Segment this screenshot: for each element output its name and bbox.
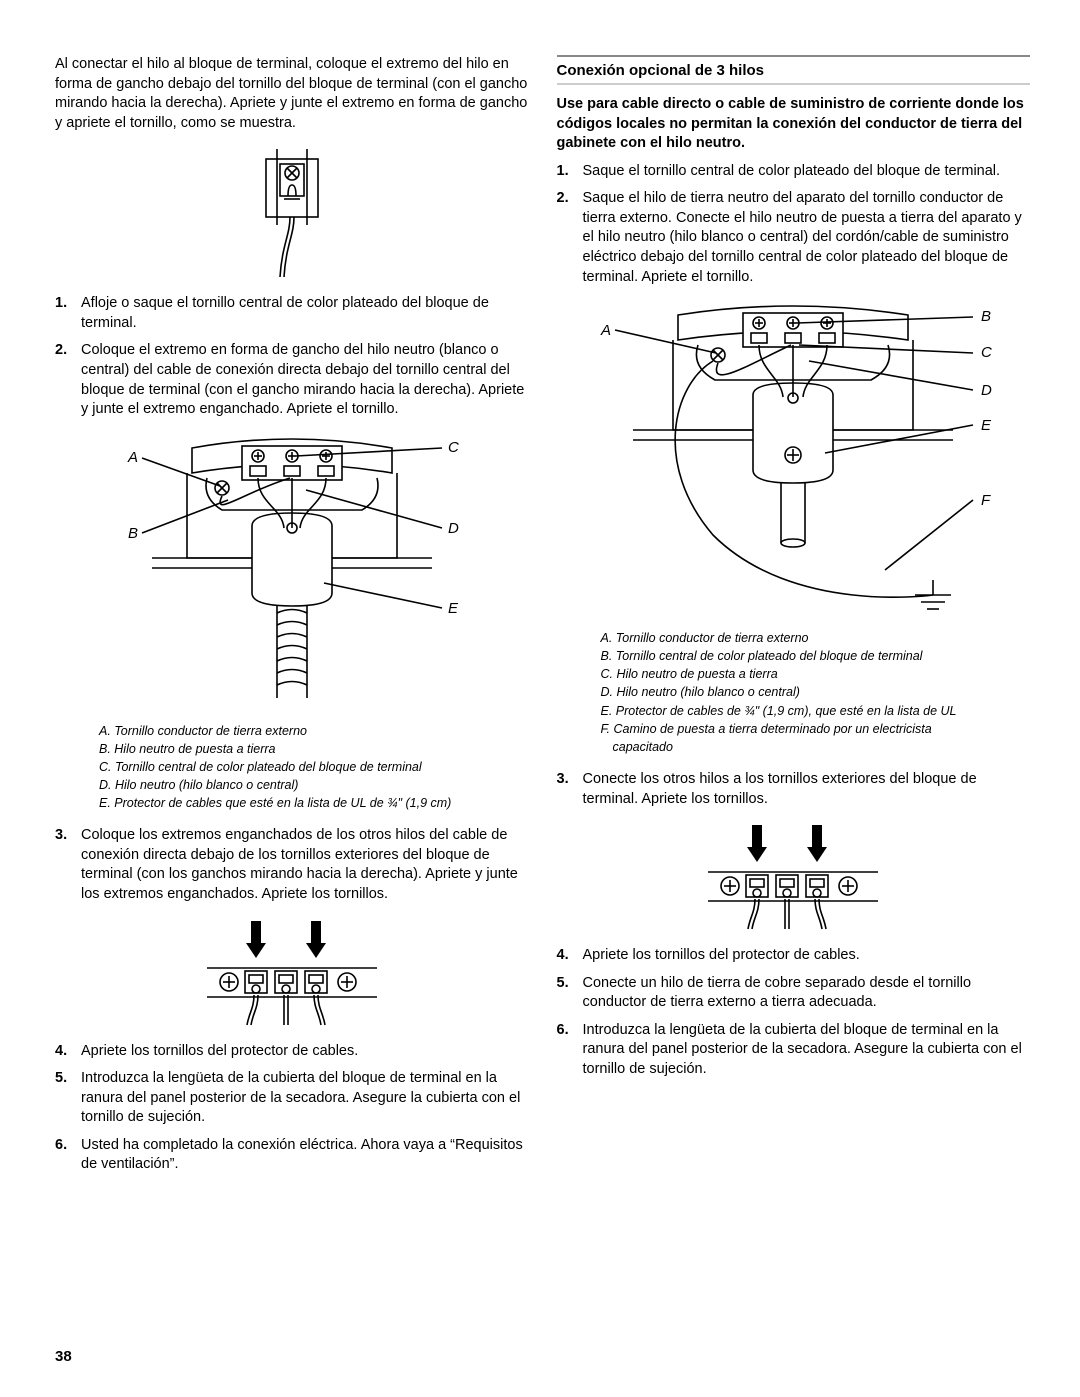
- left-legend-e: E. Protector de cables que esté en la li…: [99, 794, 529, 812]
- left-steps-1-2: Afloje o saque el tornillo central de co…: [55, 294, 529, 419]
- right-steps-1-2: Saque el tornillo central de color plate…: [557, 162, 1031, 287]
- left-step-4: Apriete los tornillos del protector de c…: [55, 1042, 529, 1062]
- right-step-3: Conecte los otros hilos a los tornillos …: [557, 770, 1031, 809]
- right-steps-3: Conecte los otros hilos a los tornillos …: [557, 770, 1031, 809]
- left-step-5: Introduzca la lengüeta de la cubierta de…: [55, 1069, 529, 1128]
- left-intro: Al conectar el hilo al bloque de termina…: [55, 55, 529, 133]
- left-legend-b: B. Hilo neutro de puesta a tierra: [99, 740, 529, 758]
- right-step-1: Saque el tornillo central de color plate…: [557, 162, 1031, 182]
- left-legend-c: C. Tornillo central de color plateado de…: [99, 758, 529, 776]
- left-step-6: Usted ha completado la conexión eléctric…: [55, 1136, 529, 1175]
- left-legend-a: A. Tornillo conductor de tierra externo: [99, 722, 529, 740]
- right-step-4: Apriete los tornillos del protector de c…: [557, 946, 1031, 966]
- right-heading: Conexión opcional de 3 hilos: [557, 55, 1031, 85]
- svg-text:E: E: [981, 417, 992, 434]
- figure-right-terminal: A B C D E F: [557, 295, 1031, 615]
- left-step-1: Afloje o saque el tornillo central de co…: [55, 294, 529, 333]
- right-step-5: Conecte un hilo de tierra de cobre separ…: [557, 974, 1031, 1013]
- figure-left-arrows: [55, 913, 529, 1028]
- svg-text:C: C: [448, 439, 459, 456]
- svg-text:A: A: [600, 322, 611, 339]
- right-steps-4-6: Apriete los tornillos del protector de c…: [557, 946, 1031, 1079]
- figure-right-arrows: [557, 817, 1031, 932]
- svg-text:F: F: [981, 492, 991, 509]
- left-step-2: Coloque el extremo en forma de gancho de…: [55, 341, 529, 419]
- right-legend-e: E. Protector de cables de ¾" (1,9 cm), q…: [601, 702, 1031, 720]
- right-column: Conexión opcional de 3 hilos Use para ca…: [557, 55, 1031, 1183]
- left-steps-3: Coloque los extremos enganchados de los …: [55, 826, 529, 904]
- svg-text:A: A: [127, 449, 138, 466]
- figure-hook: [55, 145, 529, 280]
- svg-text:C: C: [981, 344, 992, 361]
- right-step-6: Introduzca la lengüeta de la cubierta de…: [557, 1021, 1031, 1080]
- svg-text:B: B: [128, 525, 138, 542]
- svg-text:E: E: [448, 600, 459, 617]
- left-steps-4-6: Apriete los tornillos del protector de c…: [55, 1042, 529, 1175]
- right-legend-a: A. Tornillo conductor de tierra externo: [601, 629, 1031, 647]
- right-legend: A. Tornillo conductor de tierra externo …: [557, 629, 1031, 756]
- left-legend: A. Tornillo conductor de tierra externo …: [55, 722, 529, 813]
- figure-left-terminal: A B C D E: [55, 428, 529, 708]
- left-column: Al conectar el hilo al bloque de termina…: [55, 55, 529, 1183]
- right-step-2: Saque el hilo de tierra neutro del apara…: [557, 189, 1031, 287]
- right-legend-c: C. Hilo neutro de puesta a tierra: [601, 665, 1031, 683]
- left-step-3: Coloque los extremos enganchados de los …: [55, 826, 529, 904]
- right-legend-f: F. Camino de puesta a tierra determinado…: [601, 720, 1031, 738]
- page-number: 38: [55, 1348, 72, 1365]
- svg-text:B: B: [981, 308, 991, 325]
- left-legend-d: D. Hilo neutro (hilo blanco o central): [99, 776, 529, 794]
- right-bold-para: Use para cable directo o cable de sumini…: [557, 95, 1031, 154]
- right-legend-f-cont: capacitado: [601, 738, 1031, 756]
- right-legend-d: D. Hilo neutro (hilo blanco o central): [601, 683, 1031, 701]
- right-legend-b: B. Tornillo central de color plateado de…: [601, 647, 1031, 665]
- svg-text:D: D: [448, 520, 459, 537]
- svg-text:D: D: [981, 382, 992, 399]
